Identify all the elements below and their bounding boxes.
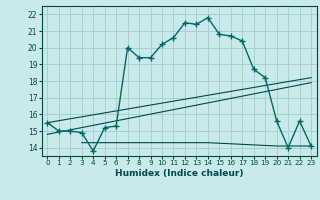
X-axis label: Humidex (Indice chaleur): Humidex (Indice chaleur) (115, 169, 244, 178)
